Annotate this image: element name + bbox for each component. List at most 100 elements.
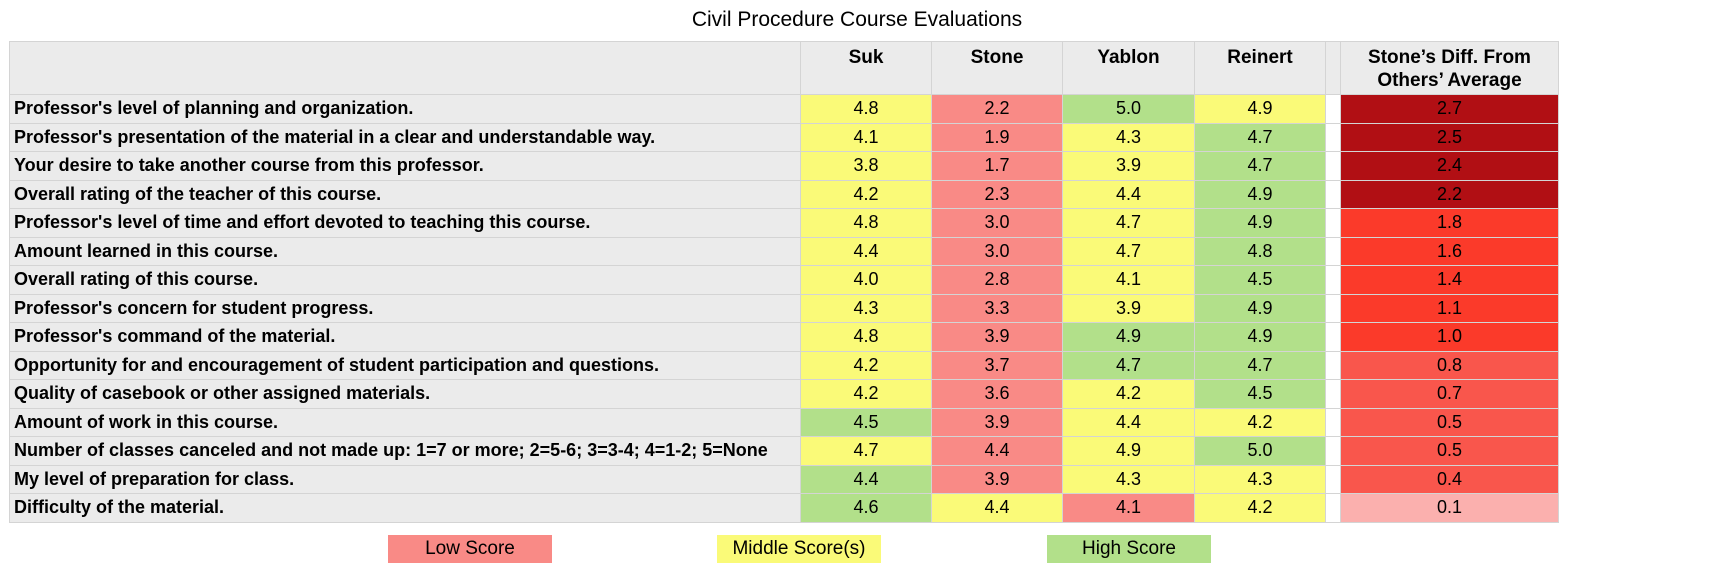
score-cell-reinert: 4.2 xyxy=(1194,493,1326,523)
spacer-cell xyxy=(1325,208,1341,238)
score-cell-suk: 4.0 xyxy=(800,265,932,295)
stone-diff-cell: 2.4 xyxy=(1340,151,1559,181)
spacer-column xyxy=(1325,41,1341,95)
stone-diff-cell: 0.8 xyxy=(1340,350,1559,380)
score-cell-reinert: 4.2 xyxy=(1194,407,1326,437)
score-cell-yablon: 5.0 xyxy=(1062,94,1195,124)
score-cell-suk: 3.8 xyxy=(800,151,932,181)
spacer-cell xyxy=(1325,293,1341,323)
score-cell-reinert: 4.9 xyxy=(1194,322,1326,352)
question-label: Professor's command of the material. xyxy=(9,322,801,352)
stone-diff-cell: 0.5 xyxy=(1340,436,1559,466)
score-cell-suk: 4.1 xyxy=(800,122,932,152)
score-cell-suk: 4.2 xyxy=(800,179,932,209)
score-cell-yablon: 4.3 xyxy=(1062,464,1195,494)
stone-diff-cell: 1.4 xyxy=(1340,265,1559,295)
table-row: My level of preparation for class. 4.4 3.9… xyxy=(9,464,1559,494)
stone-diff-cell: 2.2 xyxy=(1340,179,1559,209)
score-cell-reinert: 4.9 xyxy=(1194,179,1326,209)
score-cell-stone: 3.7 xyxy=(931,350,1063,380)
score-cell-yablon: 4.2 xyxy=(1062,379,1195,409)
score-cell-stone: 3.0 xyxy=(931,236,1063,266)
score-cell-reinert: 4.3 xyxy=(1194,464,1326,494)
stone-diff-cell: 2.7 xyxy=(1340,94,1559,124)
stone-diff-cell: 0.7 xyxy=(1340,379,1559,409)
spacer-cell xyxy=(1325,322,1341,352)
score-cell-yablon: 4.7 xyxy=(1062,208,1195,238)
score-cell-reinert: 4.7 xyxy=(1194,122,1326,152)
stone-diff-cell: 1.6 xyxy=(1340,236,1559,266)
score-cell-suk: 4.4 xyxy=(800,464,932,494)
score-cell-suk: 4.8 xyxy=(800,322,932,352)
legend-low-score: Low Score xyxy=(388,535,552,563)
score-cell-yablon: 4.7 xyxy=(1062,350,1195,380)
question-label: Opportunity for and encouragement of stu… xyxy=(9,350,801,380)
score-cell-suk: 4.4 xyxy=(800,236,932,266)
score-cell-yablon: 4.4 xyxy=(1062,179,1195,209)
score-cell-reinert: 4.7 xyxy=(1194,350,1326,380)
score-cell-suk: 4.6 xyxy=(800,493,932,523)
score-cell-reinert: 4.9 xyxy=(1194,293,1326,323)
stone-diff-cell: 2.5 xyxy=(1340,122,1559,152)
score-cell-yablon: 3.9 xyxy=(1062,151,1195,181)
question-label: Amount of work in this course. xyxy=(9,407,801,437)
stone-diff-cell: 1.8 xyxy=(1340,208,1559,238)
score-cell-reinert: 4.5 xyxy=(1194,265,1326,295)
header-row: Suk Stone Yablon Reinert Stone’s Diff. F… xyxy=(9,41,1559,95)
score-cell-stone: 3.6 xyxy=(931,379,1063,409)
table-row: Professor's command of the material. 4.8 3… xyxy=(9,322,1559,352)
legend-high-score: High Score xyxy=(1047,535,1211,563)
question-label: Number of classes canceled and not made … xyxy=(9,436,801,466)
table-body: Professor's level of planning and organi… xyxy=(9,94,1559,523)
score-cell-stone: 3.3 xyxy=(931,293,1063,323)
legend-middle-score: Middle Score(s) xyxy=(717,535,881,563)
question-label: Professor's level of time and effort dev… xyxy=(9,208,801,238)
column-header-stone: Stone xyxy=(931,41,1063,95)
spacer-cell xyxy=(1325,350,1341,380)
score-cell-yablon: 4.1 xyxy=(1062,265,1195,295)
score-cell-reinert: 4.7 xyxy=(1194,151,1326,181)
score-cell-stone: 1.7 xyxy=(931,151,1063,181)
score-cell-suk: 4.2 xyxy=(800,379,932,409)
chart-title: Civil Procedure Course Evaluations xyxy=(691,8,1023,31)
table-row: Opportunity for and encouragement of stu… xyxy=(9,350,1559,380)
spacer-cell xyxy=(1325,236,1341,266)
score-cell-stone: 3.9 xyxy=(931,322,1063,352)
score-cell-yablon: 3.9 xyxy=(1062,293,1195,323)
spacer-cell xyxy=(1325,493,1341,523)
table-row: Amount of work in this course. 4.5 3.9 4.4 4… xyxy=(9,407,1559,437)
table-row: Overall rating of the teacher of this co… xyxy=(9,179,1559,209)
score-cell-suk: 4.7 xyxy=(800,436,932,466)
score-cell-reinert: 4.9 xyxy=(1194,94,1326,124)
table-row: Amount learned in this course. 4.4 3.0 4.7 4… xyxy=(9,236,1559,266)
table-row: Number of classes canceled and not made … xyxy=(9,436,1559,466)
question-label: Your desire to take another course from … xyxy=(9,151,801,181)
spacer-cell xyxy=(1325,265,1341,295)
score-cell-yablon: 4.7 xyxy=(1062,236,1195,266)
table-row: Difficulty of the material. 4.6 4.4 4.1 4.2 0… xyxy=(9,493,1559,523)
score-cell-yablon: 4.9 xyxy=(1062,436,1195,466)
score-cell-stone: 3.0 xyxy=(931,208,1063,238)
score-cell-suk: 4.8 xyxy=(800,94,932,124)
score-cell-stone: 2.8 xyxy=(931,265,1063,295)
table-row: Professor's level of planning and organi… xyxy=(9,94,1559,124)
score-cell-stone: 4.4 xyxy=(931,436,1063,466)
score-cell-stone: 1.9 xyxy=(931,122,1063,152)
spacer-cell xyxy=(1325,151,1341,181)
spacer-cell xyxy=(1325,179,1341,209)
spacer-cell xyxy=(1325,122,1341,152)
stone-diff-cell: 0.5 xyxy=(1340,407,1559,437)
stone-diff-cell: 1.1 xyxy=(1340,293,1559,323)
score-cell-yablon: 4.4 xyxy=(1062,407,1195,437)
score-cell-stone: 2.2 xyxy=(931,94,1063,124)
score-cell-stone: 3.9 xyxy=(931,407,1063,437)
evaluation-table: Suk Stone Yablon Reinert Stone’s Diff. F… xyxy=(9,41,1559,523)
table-row: Professor's level of time and effort dev… xyxy=(9,208,1559,238)
spacer-cell xyxy=(1325,464,1341,494)
header-question-column xyxy=(9,41,801,95)
column-header-suk: Suk xyxy=(800,41,932,95)
table-row: Professor's presentation of the material… xyxy=(9,122,1559,152)
spacer-cell xyxy=(1325,436,1341,466)
score-cell-stone: 3.9 xyxy=(931,464,1063,494)
question-label: Overall rating of the teacher of this co… xyxy=(9,179,801,209)
